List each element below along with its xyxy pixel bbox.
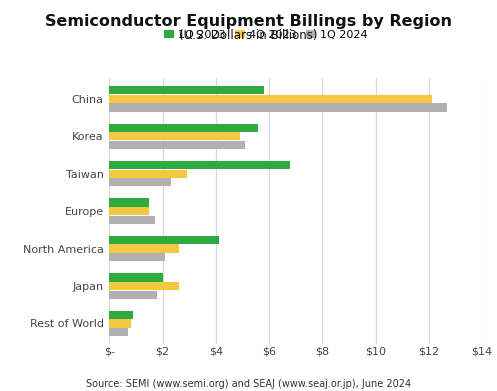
Bar [109,95,431,103]
Bar [109,236,219,244]
Bar [109,253,165,261]
Bar [109,198,149,207]
Bar [109,244,178,253]
Bar [109,178,170,187]
Bar [109,311,133,319]
Bar [109,282,178,290]
Text: Semiconductor Equipment Billings by Region: Semiconductor Equipment Billings by Regi… [45,14,452,29]
Bar [109,273,163,282]
Bar [109,291,157,299]
Text: (U.S. Dollars in Billions): (U.S. Dollars in Billions) [179,29,318,42]
Legend: 1Q 2023, 4Q 2023, 1Q 2024: 1Q 2023, 4Q 2023, 1Q 2024 [160,25,372,44]
Bar [109,86,264,94]
Bar [109,328,128,336]
Bar [109,103,447,111]
Bar [109,132,240,140]
Bar [109,319,131,328]
Bar [109,207,149,215]
Bar [109,124,258,132]
Bar [109,161,290,169]
Bar [109,215,155,224]
Text: Source: SEMI (www.semi.org) and SEAJ (www.seaj.or.jp), June 2024: Source: SEMI (www.semi.org) and SEAJ (ww… [86,379,411,389]
Bar [109,141,245,149]
Bar [109,170,186,178]
